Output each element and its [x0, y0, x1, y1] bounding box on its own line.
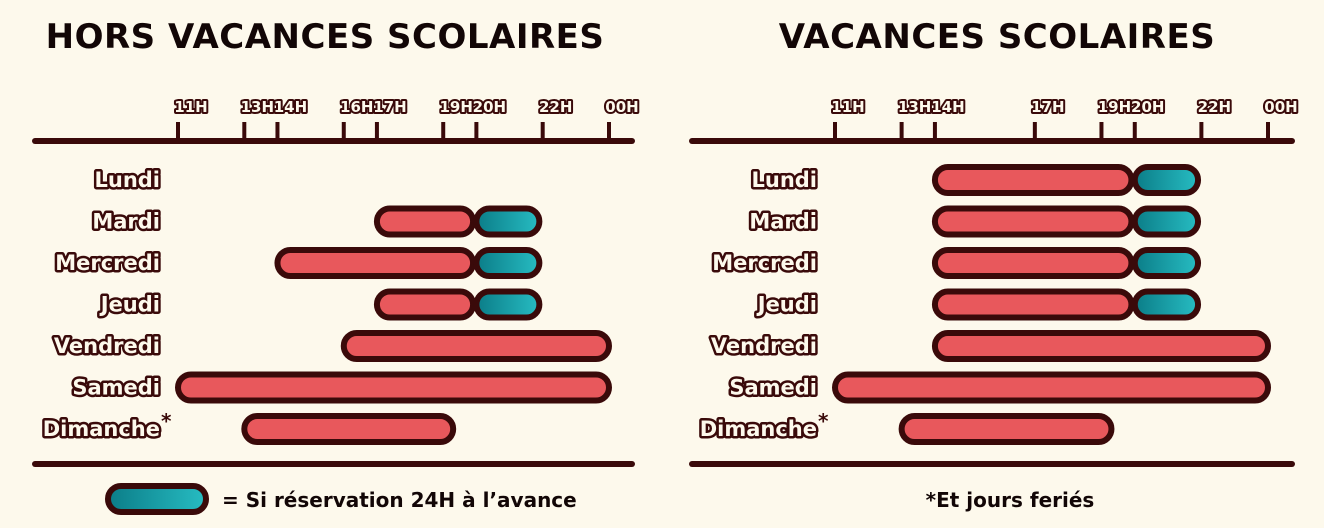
x-tick-label: 13H — [898, 98, 931, 116]
day-label: Vendredi — [54, 334, 160, 358]
x-tick-label: 22H — [1198, 98, 1231, 116]
chart-2: VACANCES SCOLAIRES 11H 13H 14H 17H 19H 20H 22H 0… — [689, 17, 1300, 467]
x-tick-label: 11H — [174, 98, 207, 116]
x-tick-label: 14H — [931, 98, 964, 116]
day-label: Lundi — [94, 168, 160, 192]
day-label: Mercredi — [55, 251, 160, 275]
reservation-bar — [473, 288, 543, 321]
asterisk-mark: * — [818, 409, 829, 433]
footer: = Si réservation 24H à l’avance *Et jour… — [105, 483, 1095, 515]
reservation-bar — [473, 205, 543, 238]
day-label: Dimanche — [700, 417, 817, 441]
day-label: Mardi — [749, 210, 817, 234]
x-tick-label: 17H — [373, 98, 406, 116]
chart-1: HORS VACANCES SCOLAIRES 11H 13H 14H 16H 17H 19… — [32, 17, 641, 467]
opening-bar — [931, 247, 1135, 279]
opening-bar — [175, 371, 612, 404]
opening-bar — [931, 164, 1135, 196]
day-label: Jeudi — [756, 293, 817, 317]
day-label: Samedi — [72, 376, 160, 400]
day-label: Dimanche — [43, 417, 160, 441]
x-tick-label: 19H — [440, 98, 473, 116]
opening-bar — [832, 371, 1271, 404]
opening-bar — [373, 288, 477, 321]
footnote: *Et jours feriés — [926, 488, 1095, 512]
asterisk-mark: * — [161, 409, 172, 433]
opening-bar — [241, 413, 457, 445]
x-tick-label: 17H — [1031, 98, 1064, 116]
opening-bar — [931, 205, 1135, 238]
x-tick-label: 20H — [473, 98, 506, 116]
opening-bar — [340, 330, 612, 362]
reservation-bar — [1131, 164, 1202, 196]
opening-bar — [931, 330, 1272, 362]
day-label: Lundi — [751, 168, 817, 192]
reservation-bar — [1131, 288, 1202, 321]
day-label: Mercredi — [712, 251, 817, 275]
reservation-bar — [1131, 247, 1202, 279]
chart-title: VACANCES SCOLAIRES — [779, 17, 1215, 57]
x-tick-label: 13H — [241, 98, 274, 116]
x-tick-label: 19H — [1098, 98, 1131, 116]
opening-bar — [898, 413, 1115, 445]
opening-bar — [931, 288, 1135, 321]
reservation-bar — [473, 247, 543, 279]
x-tick-label: 16H — [340, 98, 373, 116]
day-label: Jeudi — [99, 293, 160, 317]
legend-reservation-swatch — [105, 483, 209, 515]
day-label: Mardi — [92, 210, 160, 234]
x-tick-label: 00H — [1264, 98, 1297, 116]
legend-label: = Si réservation 24H à l’avance — [222, 488, 577, 512]
reservation-bar — [1131, 205, 1202, 238]
opening-bar — [274, 247, 477, 279]
day-label: Vendredi — [711, 334, 817, 358]
opening-bar — [373, 205, 477, 238]
x-tick-label: 14H — [274, 98, 307, 116]
x-tick-label: 11H — [831, 98, 864, 116]
x-tick-label: 20H — [1131, 98, 1164, 116]
x-tick-label: 00H — [605, 98, 638, 116]
x-tick-label: 22H — [539, 98, 572, 116]
day-label: Samedi — [729, 376, 817, 400]
chart-title: HORS VACANCES SCOLAIRES — [46, 17, 605, 57]
